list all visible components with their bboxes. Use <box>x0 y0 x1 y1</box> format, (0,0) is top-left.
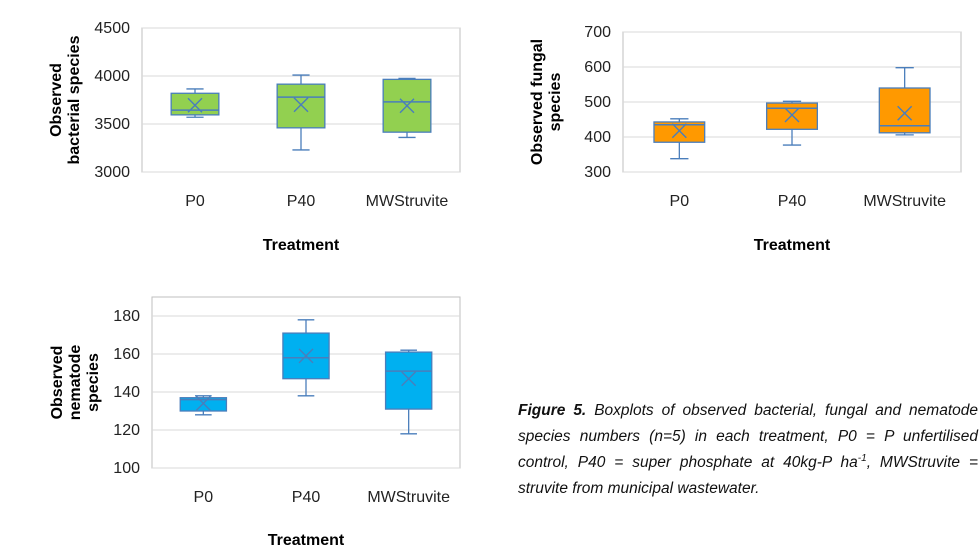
y-axis-label: species <box>547 73 564 132</box>
y-axis-label: Observed fungal <box>529 39 546 165</box>
mean-marker <box>187 97 203 113</box>
x-tick-label: P0 <box>670 193 690 210</box>
y-axis-label: nematode <box>67 345 84 421</box>
box-mwstruvite <box>384 349 433 435</box>
iqr-box <box>765 102 818 130</box>
x-tick-label: MWStruvite <box>863 193 946 210</box>
bacterial-chart-panel: 3000 3500 4000 4500 Observed bacterial specie… <box>0 0 470 270</box>
y-tick-label: 700 <box>584 24 611 41</box>
box-mwstruvite <box>878 67 931 136</box>
y-axis-label: species <box>85 353 102 412</box>
iqr-box <box>170 92 220 116</box>
x-axis-label: Treatment <box>268 532 345 549</box>
iqr-box <box>276 83 326 129</box>
box-p40 <box>765 100 818 146</box>
box-mwstruvite <box>382 77 432 139</box>
bacterial-boxplot: 3000 3500 4000 4500 Observed bacterial specie… <box>48 20 461 254</box>
nematode-boxplot: 100 120 140 160 180 Observed nematode species P0… <box>49 296 461 549</box>
y-tick-label: 3000 <box>94 164 130 181</box>
x-tick-label: P40 <box>292 489 321 506</box>
y-tick-label: 100 <box>113 460 140 477</box>
mean-marker <box>293 97 309 113</box>
caption-superscript: -1 <box>857 452 867 464</box>
y-tick-label: 300 <box>584 164 611 181</box>
y-axis-label: Observed <box>48 63 65 137</box>
y-tick-label: 3500 <box>94 116 130 133</box>
fungal-chart-panel: 300 400 500 600 700 Observed fungal species P0 P… <box>495 0 979 270</box>
x-tick-label: MWStruvite <box>367 489 450 506</box>
box-p0 <box>179 395 228 416</box>
mean-marker <box>399 98 415 114</box>
x-tick-label: P0 <box>194 489 214 506</box>
figure-caption: Figure 5. Boxplots of observed bacterial… <box>518 398 978 502</box>
y-tick-label: 140 <box>113 384 140 401</box>
caption-text: Boxplots of observed bacterial, fungal a… <box>518 402 978 471</box>
y-axis-label: Observed <box>49 346 66 420</box>
caption-lead: Figure 5. <box>518 402 587 419</box>
mean-marker <box>195 395 211 411</box>
box-p40 <box>282 319 330 397</box>
y-tick-label: 4500 <box>94 20 130 37</box>
y-axis-label: bacterial species <box>66 35 83 164</box>
mean-marker <box>784 107 800 123</box>
caption-text-end: , MWStruvite = struvite from municipal w… <box>518 454 978 497</box>
y-tick-label: 600 <box>584 59 611 76</box>
iqr-box <box>653 121 706 143</box>
mean-marker <box>298 348 314 364</box>
mean-marker <box>401 371 417 387</box>
nematode-chart-panel: 100 120 140 160 180 Observed nematode species P0… <box>0 285 480 554</box>
x-tick-label: P40 <box>778 193 807 210</box>
x-tick-label: P40 <box>287 193 316 210</box>
box-p0 <box>653 118 706 160</box>
y-tick-label: 120 <box>113 422 140 439</box>
mean-marker <box>671 123 687 139</box>
x-axis-label: Treatment <box>754 237 831 254</box>
y-tick-label: 500 <box>584 94 611 111</box>
y-tick-label: 160 <box>113 346 140 363</box>
x-tick-label: P0 <box>185 193 205 210</box>
box-p0 <box>170 88 220 118</box>
y-tick-label: 4000 <box>94 68 130 85</box>
fungal-boxplot: 300 400 500 600 700 Observed fungal species P0 P… <box>529 24 962 254</box>
x-axis-label: Treatment <box>263 237 340 254</box>
y-tick-label: 400 <box>584 129 611 146</box>
y-tick-label: 180 <box>113 308 140 325</box>
iqr-box <box>384 351 433 410</box>
x-tick-label: MWStruvite <box>366 193 449 210</box>
box-p40 <box>276 74 326 151</box>
mean-marker <box>897 105 913 121</box>
